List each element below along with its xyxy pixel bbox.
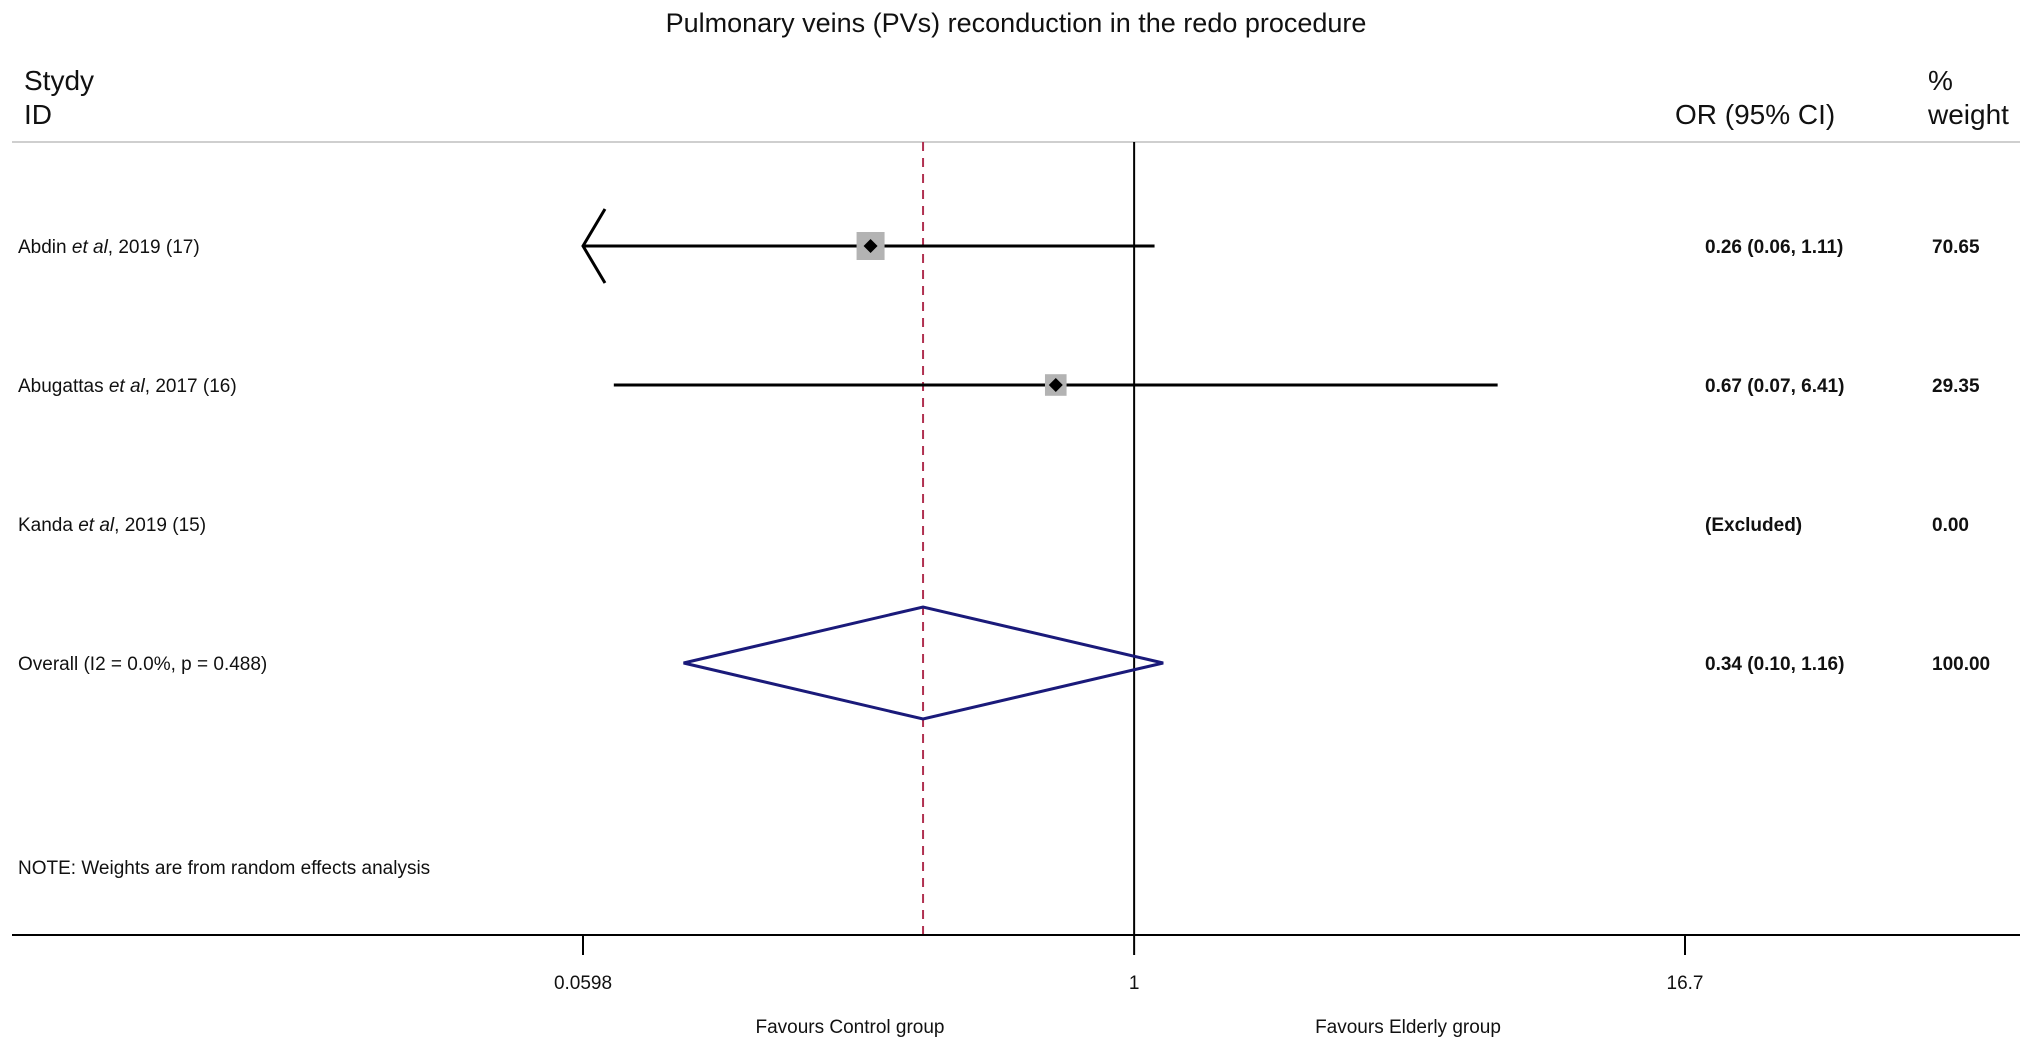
study-weight: 70.65 — [1932, 237, 1980, 258]
overall-weight: 100.00 — [1932, 654, 1990, 675]
overall-label: Overall (I2 = 0.0%, p = 0.488) — [18, 654, 267, 675]
weight-header-line1: % — [1928, 65, 1953, 96]
x-tick-label: 0.0598 — [554, 973, 612, 994]
overall-or-text: 0.34 (0.10, 1.16) — [1705, 654, 1844, 675]
x-tick-label: 16.7 — [1667, 973, 1704, 994]
overall-diamond — [683, 605, 1164, 721]
favours-right-label: Favours Elderly group — [1315, 1017, 1501, 1038]
footnote: NOTE: Weights are from random effects an… — [18, 858, 430, 879]
study-or-text: (Excluded) — [1705, 515, 1802, 536]
study-weight: 0.00 — [1932, 515, 1969, 536]
chart-title: Pulmonary veins (PVs) reconduction in th… — [666, 8, 1367, 38]
favours-left-label: Favours Control group — [755, 1017, 944, 1038]
study-header-line2: ID — [24, 99, 52, 130]
study-or-text: 0.67 (0.07, 6.41) — [1705, 376, 1844, 397]
study-header-line1: Stydy — [24, 65, 94, 96]
weight-header-line2: weight — [1927, 99, 2009, 130]
study-label: Abdin et al, 2019 (17) — [18, 237, 200, 258]
study-weight: 29.35 — [1932, 376, 1980, 397]
x-tick-label: 1 — [1129, 973, 1140, 994]
effect-header: OR (95% CI) — [1675, 99, 1835, 130]
study-label: Abugattas et al, 2017 (16) — [18, 376, 237, 397]
study-or-text: 0.26 (0.06, 1.11) — [1705, 237, 1843, 258]
study-label: Kanda et al, 2019 (15) — [18, 515, 206, 536]
point-estimate — [1048, 378, 1063, 392]
ci-arrow — [581, 208, 607, 284]
point-estimate — [863, 239, 878, 253]
